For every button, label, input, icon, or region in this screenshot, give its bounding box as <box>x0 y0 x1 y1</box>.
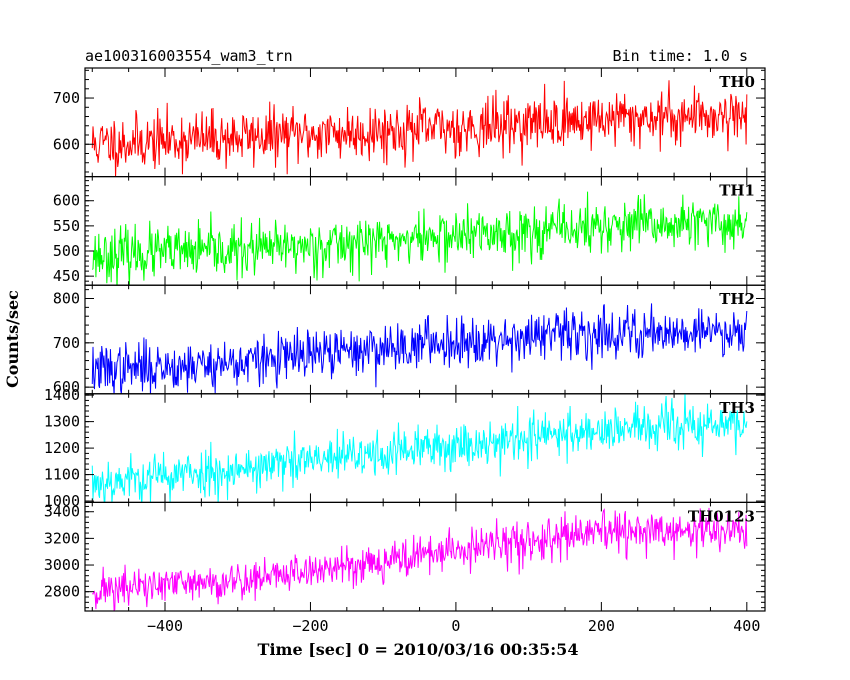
y-axis-title: Counts/sec <box>3 290 22 388</box>
y-tick-label: 600 <box>53 192 80 210</box>
panel-label-th3: TH3 <box>719 399 755 417</box>
panels-layer: 600 700 TH0 450 500 550 600 TH1 600 700 800 TH2 1000… <box>44 67 766 612</box>
y-tick-label: 450 <box>53 267 80 285</box>
y-tick-label: 1300 <box>44 413 80 431</box>
series-line-th1 <box>91 191 748 286</box>
series-line-th2 <box>91 303 748 394</box>
panel-frame <box>84 501 766 612</box>
x-axis-title: Time [sec] 0 = 2010/03/16 00:35:54 <box>258 640 579 659</box>
chart-title: ae100316003554_wam3_trn <box>85 47 293 65</box>
x-axis: −400 −200 0 200 400 <box>147 617 760 635</box>
y-tick-label: 3200 <box>44 529 80 547</box>
y-tick-label: 1100 <box>44 466 80 484</box>
panel-th2: 600 700 800 TH2 <box>53 284 766 396</box>
y-tick-label: 550 <box>53 217 80 235</box>
panel-frame <box>84 393 766 503</box>
series-line-th0123 <box>92 507 748 611</box>
panel-label-th0123: TH0123 <box>688 507 755 525</box>
panel-label-th0: TH0 <box>719 73 755 91</box>
y-tick-label: 3000 <box>44 556 80 574</box>
x-tick-label: 0 <box>451 617 460 635</box>
y-tick-label: 700 <box>53 334 80 352</box>
panel-th0123: 2800 3000 3200 3400 TH0123 <box>44 501 766 612</box>
y-tick-label: 1400 <box>44 386 80 404</box>
series-line-th3 <box>91 393 748 503</box>
x-tick-label: −200 <box>292 617 328 635</box>
y-tick-label: 500 <box>53 242 80 260</box>
panel-th3: 1000 1100 1200 1300 1400 TH3 <box>44 386 766 510</box>
y-tick-label: 600 <box>53 378 80 396</box>
panel-th1: 450 500 550 600 TH1 <box>53 176 766 286</box>
x-tick-label: 200 <box>588 617 615 635</box>
y-tick-label: 800 <box>53 289 80 307</box>
y-tick-label: 1000 <box>44 492 80 510</box>
series-line-th0 <box>91 80 748 177</box>
y-tick-label: 700 <box>53 89 80 107</box>
y-tick-label: 3400 <box>44 503 80 521</box>
y-tick-label: 1200 <box>44 439 80 457</box>
panel-label-th2: TH2 <box>719 290 755 308</box>
x-tick-label: 400 <box>733 617 760 635</box>
panel-th0: 600 700 TH0 <box>53 67 766 178</box>
panel-label-th1: TH1 <box>719 182 755 200</box>
x-tick-label: −400 <box>147 617 183 635</box>
bin-time-label: Bin time: 1.0 s <box>613 47 748 65</box>
y-tick-label: 600 <box>53 135 80 153</box>
y-tick-label: 2800 <box>44 583 80 601</box>
